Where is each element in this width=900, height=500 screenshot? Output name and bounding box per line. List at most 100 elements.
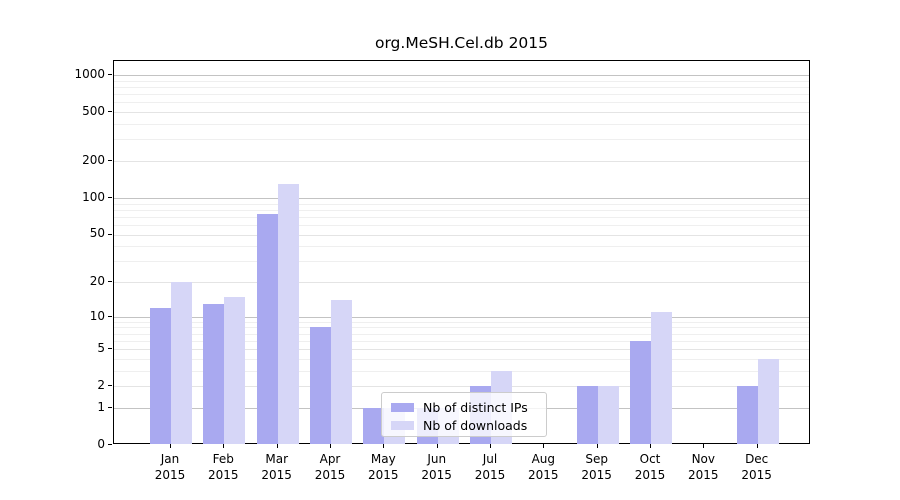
- x-tick-mark-may: [383, 444, 385, 448]
- gridline-y-700: [114, 94, 809, 96]
- bar-ips-sep: [576, 386, 598, 444]
- gridline-y-400: [114, 124, 809, 125]
- x-tick-month: Aug: [531, 452, 556, 466]
- x-tick-mark-aug: [543, 444, 545, 448]
- bar-ips-mar: [256, 213, 278, 444]
- x-tick-year: 2015: [261, 468, 292, 482]
- x-tick-year: 2015: [741, 468, 772, 482]
- legend-swatch-downloads: [391, 420, 414, 430]
- y-tick-label-50: 50: [89, 226, 105, 241]
- plot-area: Nb of distinct IPs Nb of downloads: [113, 60, 810, 444]
- y-tick-label-500: 500: [82, 104, 105, 119]
- gridline-y-90: [114, 203, 809, 205]
- gridline-y-50: [114, 234, 809, 236]
- gridline-y-10: [114, 316, 809, 318]
- legend-label-distinct-ips: Nb of distinct IPs: [423, 399, 528, 415]
- x-tick-year: 2015: [421, 468, 452, 482]
- bar-ips-jan: [150, 307, 171, 444]
- bar-ips-apr: [310, 327, 331, 444]
- bar-downloads-feb: [224, 296, 246, 444]
- gridline-y-300: [114, 139, 809, 141]
- gridline-y-20: [114, 282, 809, 283]
- gridline-y-500: [114, 112, 809, 114]
- legend-item-distinct-ips: Nb of distinct IPs: [391, 398, 538, 416]
- y-tick-mark-500: [108, 111, 112, 113]
- gridline-y-6: [114, 340, 809, 342]
- x-tick-month: Feb: [212, 452, 234, 466]
- gridline-y-30: [114, 261, 809, 263]
- x-tick-label-oct: Oct 2015: [618, 451, 682, 483]
- y-tick-label-5: 5: [97, 341, 105, 356]
- y-tick-mark-200: [108, 160, 112, 161]
- y-tick-label-20: 20: [89, 273, 105, 288]
- x-tick-label-jun: Jun 2015: [405, 451, 469, 483]
- x-tick-month: Mar: [265, 452, 288, 466]
- gridline-y-100: [114, 197, 809, 199]
- x-tick-month: Oct: [639, 452, 661, 466]
- x-tick-month: Jul: [482, 452, 498, 466]
- y-tick-label-0: 0: [97, 437, 105, 451]
- x-tick-year: 2015: [581, 468, 612, 482]
- legend-label-downloads: Nb of downloads: [423, 417, 528, 433]
- gridline-y-2: [114, 386, 809, 388]
- gridline-y-600: [114, 102, 809, 104]
- x-tick-year: 2015: [528, 468, 559, 482]
- y-tick-label-10: 10: [89, 308, 105, 323]
- gridline-y-7: [114, 333, 809, 335]
- x-tick-mark-apr: [330, 444, 331, 448]
- bar-downloads-oct: [651, 311, 672, 444]
- x-tick-label-sep: Sep 2015: [565, 451, 629, 483]
- bar-downloads-sep: [597, 386, 619, 444]
- legend-item-downloads: Nb of downloads: [391, 416, 538, 434]
- gridline-y-200: [114, 161, 809, 162]
- gridline-y-60: [114, 224, 809, 226]
- x-tick-mark-dec: [756, 444, 758, 448]
- x-tick-year: 2015: [688, 468, 719, 482]
- x-tick-year: 2015: [208, 468, 239, 482]
- y-tick-mark-1: [108, 406, 112, 408]
- y-tick-mark-100: [108, 196, 112, 198]
- gridline-y-8: [114, 327, 809, 329]
- x-tick-year: 2015: [368, 468, 399, 482]
- bar-ips-dec: [736, 386, 758, 444]
- x-tick-mark-jun: [436, 444, 438, 448]
- chart-title: org.MeSH.Cel.db 2015: [374, 34, 549, 52]
- x-tick-year: 2015: [634, 468, 666, 482]
- x-tick-mark-jul: [490, 444, 491, 448]
- x-tick-month: Jan: [160, 452, 180, 466]
- x-tick-label-jan: Jan 2015: [138, 451, 202, 483]
- x-tick-month: Jun: [427, 452, 447, 466]
- y-tick-mark-5: [108, 348, 112, 350]
- x-tick-year: 2015: [474, 468, 506, 482]
- x-tick-label-nov: Nov 2015: [671, 451, 735, 483]
- bar-downloads-jan: [171, 282, 192, 444]
- bar-downloads-dec: [757, 358, 779, 444]
- x-tick-mark-mar: [276, 444, 278, 448]
- bar-ips-feb: [203, 303, 225, 444]
- y-tick-mark-20: [108, 281, 112, 282]
- y-tick-mark-0: [108, 444, 112, 445]
- x-tick-mark-jan: [170, 444, 171, 448]
- x-tick-label-dec: Dec 2015: [725, 451, 789, 483]
- x-tick-month: Sep: [585, 452, 608, 466]
- bar-ips-may: [363, 407, 385, 444]
- gridline-y-5: [114, 349, 809, 351]
- x-tick-mark-oct: [650, 444, 651, 448]
- x-tick-month: Dec: [745, 452, 769, 466]
- x-tick-mark-nov: [703, 444, 705, 448]
- x-tick-label-aug: Aug 2015: [511, 451, 575, 483]
- x-tick-month: Nov: [691, 452, 715, 466]
- x-tick-label-apr: Apr 2015: [298, 451, 362, 483]
- x-tick-label-may: May 2015: [351, 451, 415, 483]
- x-tick-month: Apr: [319, 452, 341, 466]
- gridline-y-900: [114, 80, 809, 82]
- bar-ips-oct: [630, 340, 651, 444]
- x-tick-month: May: [370, 452, 396, 466]
- gridline-y-800: [114, 87, 809, 88]
- x-tick-mark-sep: [596, 444, 598, 448]
- y-tick-mark-10: [108, 315, 112, 317]
- x-tick-label-jul: Jul 2015: [458, 451, 522, 483]
- gridline-y-70: [114, 216, 809, 218]
- y-tick-label-1000: 1000: [74, 67, 105, 82]
